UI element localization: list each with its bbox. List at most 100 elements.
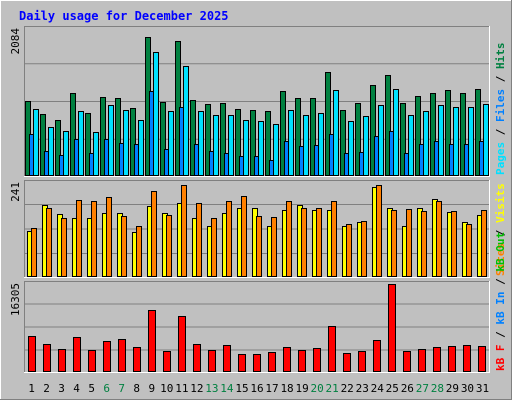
bar-kb-f-day-17 xyxy=(268,352,276,372)
bar-hits-day-25 xyxy=(385,75,391,176)
bar-sites-day-21 xyxy=(331,201,337,277)
bar-hits-day-27 xyxy=(415,96,421,176)
bar-pages-day-10 xyxy=(168,111,174,176)
legend-entry-pages: Pages xyxy=(494,142,507,175)
legend-entry-files: Files xyxy=(494,89,507,122)
x-tick-label-day-1: 1 xyxy=(28,382,35,395)
bar-kb-f-day-28 xyxy=(433,347,441,372)
bar-hits-day-17 xyxy=(265,111,271,176)
series-sites xyxy=(31,185,487,277)
bar-pages-day-26 xyxy=(408,115,414,176)
bar-sites-day-13 xyxy=(211,218,217,277)
series-hits xyxy=(25,37,481,176)
bar-hits-day-3 xyxy=(55,120,61,176)
bar-kb-f-day-30 xyxy=(463,345,471,372)
bar-kb-f-day-22 xyxy=(343,353,351,372)
x-tick-label-day-30: 30 xyxy=(461,382,474,395)
legend-entry-kb-out: kB Out xyxy=(494,232,507,272)
x-tick-label-day-29: 29 xyxy=(446,382,459,395)
bar-pages-day-30 xyxy=(468,107,474,176)
bar-sites-day-6 xyxy=(106,197,112,277)
y-max-label: 241 xyxy=(9,182,22,202)
x-axis-day-labels: 1 2 3 4 5 6 7 8 9 10 11 12 13 14 15 16 17 18 19 20 21 22 23 24 2… xyxy=(28,382,489,395)
bar-sites-day-5 xyxy=(91,201,97,277)
x-tick-label-day-7: 7 xyxy=(118,382,125,395)
x-tick-label-day-2: 2 xyxy=(43,382,50,395)
x-tick-label-day-10: 10 xyxy=(160,382,173,395)
bar-kb-f-day-3 xyxy=(58,349,66,372)
bar-pages-day-25 xyxy=(393,89,399,176)
panel-visits-sites: 241 Sites / Visits xyxy=(9,180,507,278)
bar-sites-day-4 xyxy=(76,200,82,277)
chart-panels: 2084 Pages / Files / Hits 241 Sites / Visit… xyxy=(9,26,507,373)
bar-sites-day-29 xyxy=(451,211,457,277)
bar-kb-f-day-7 xyxy=(118,339,126,372)
bar-kb-f-day-5 xyxy=(88,350,96,372)
legend-visits-sites: Sites / Visits xyxy=(494,183,507,276)
bar-pages-day-9 xyxy=(153,52,159,176)
bar-kb-f-day-8 xyxy=(133,347,141,372)
x-tick-label-day-25: 25 xyxy=(386,382,399,395)
x-tick-label-day-14: 14 xyxy=(220,382,234,395)
x-tick-label-day-4: 4 xyxy=(73,382,80,395)
x-tick-label-day-5: 5 xyxy=(88,382,95,395)
bar-hits-day-6 xyxy=(100,97,106,176)
bar-pages-day-23 xyxy=(363,116,369,176)
bar-hits-day-15 xyxy=(235,109,241,176)
y-max-label: 16305 xyxy=(9,283,22,316)
bar-kb-f-day-10 xyxy=(163,351,171,372)
bar-sites-day-24 xyxy=(376,185,382,277)
x-tick-label-day-23: 23 xyxy=(356,382,369,395)
bar-kb-f-day-29 xyxy=(448,346,456,372)
bar-kb-f-day-21 xyxy=(328,326,336,372)
bar-pages-day-20 xyxy=(318,113,324,176)
bar-hits-day-23 xyxy=(355,103,361,176)
x-tick-label-day-3: 3 xyxy=(58,382,65,395)
bar-pages-day-4 xyxy=(78,111,84,176)
panel-hits-files-pages: 2084 Pages / Files / Hits xyxy=(9,26,507,177)
bar-kb-f-day-27 xyxy=(418,349,426,372)
legend-entry-hits: Hits xyxy=(494,43,507,70)
bar-kb-f-day-15 xyxy=(238,354,246,372)
bar-hits-day-28 xyxy=(430,93,436,176)
series-pages xyxy=(33,52,489,176)
bar-pages-day-21 xyxy=(333,90,339,176)
bar-sites-day-27 xyxy=(421,211,427,277)
x-tick-label-day-28: 28 xyxy=(431,382,444,395)
bar-pages-day-2 xyxy=(48,127,54,176)
bar-hits-day-2 xyxy=(40,114,46,176)
bar-pages-day-27 xyxy=(423,111,429,176)
bar-sites-day-1 xyxy=(31,228,37,277)
bar-sites-day-15 xyxy=(241,196,247,277)
bar-sites-day-3 xyxy=(61,218,67,277)
bar-pages-day-24 xyxy=(378,105,384,176)
bar-kb-f-day-23 xyxy=(358,351,366,372)
bar-kb-f-day-14 xyxy=(223,345,231,372)
bar-kb-f-day-16 xyxy=(253,354,261,372)
bar-kb-f-day-20 xyxy=(313,348,321,372)
x-tick-label-day-11: 11 xyxy=(175,382,188,395)
bar-hits-day-31 xyxy=(475,89,481,176)
bar-pages-day-14 xyxy=(228,115,234,176)
x-tick-label-day-9: 9 xyxy=(148,382,155,395)
x-tick-label-day-6: 6 xyxy=(103,382,110,395)
legend-kbytes: kB F / kB In / kB Out xyxy=(494,232,507,371)
x-tick-label-day-19: 19 xyxy=(295,382,308,395)
bar-pages-day-15 xyxy=(243,120,249,176)
bar-sites-day-14 xyxy=(226,201,232,277)
bar-hits-day-8 xyxy=(130,108,136,176)
legend-entry-kb-in: kB In xyxy=(494,292,507,325)
bar-hits-day-5 xyxy=(85,113,91,176)
bar-sites-day-19 xyxy=(301,208,307,277)
x-tick-label-day-13: 13 xyxy=(205,382,218,395)
legend-separator: / xyxy=(494,272,507,292)
chart-title: Daily usage for December 2025 xyxy=(19,9,229,23)
bar-hits-day-19 xyxy=(295,98,301,176)
x-tick-label-day-21: 21 xyxy=(326,382,339,395)
x-tick-label-day-20: 20 xyxy=(311,382,324,395)
bar-hits-day-24 xyxy=(370,85,376,176)
x-tick-label-day-27: 27 xyxy=(416,382,429,395)
bar-sites-day-31 xyxy=(481,210,487,277)
bar-hits-day-4 xyxy=(70,93,76,176)
bar-pages-day-16 xyxy=(258,121,264,176)
